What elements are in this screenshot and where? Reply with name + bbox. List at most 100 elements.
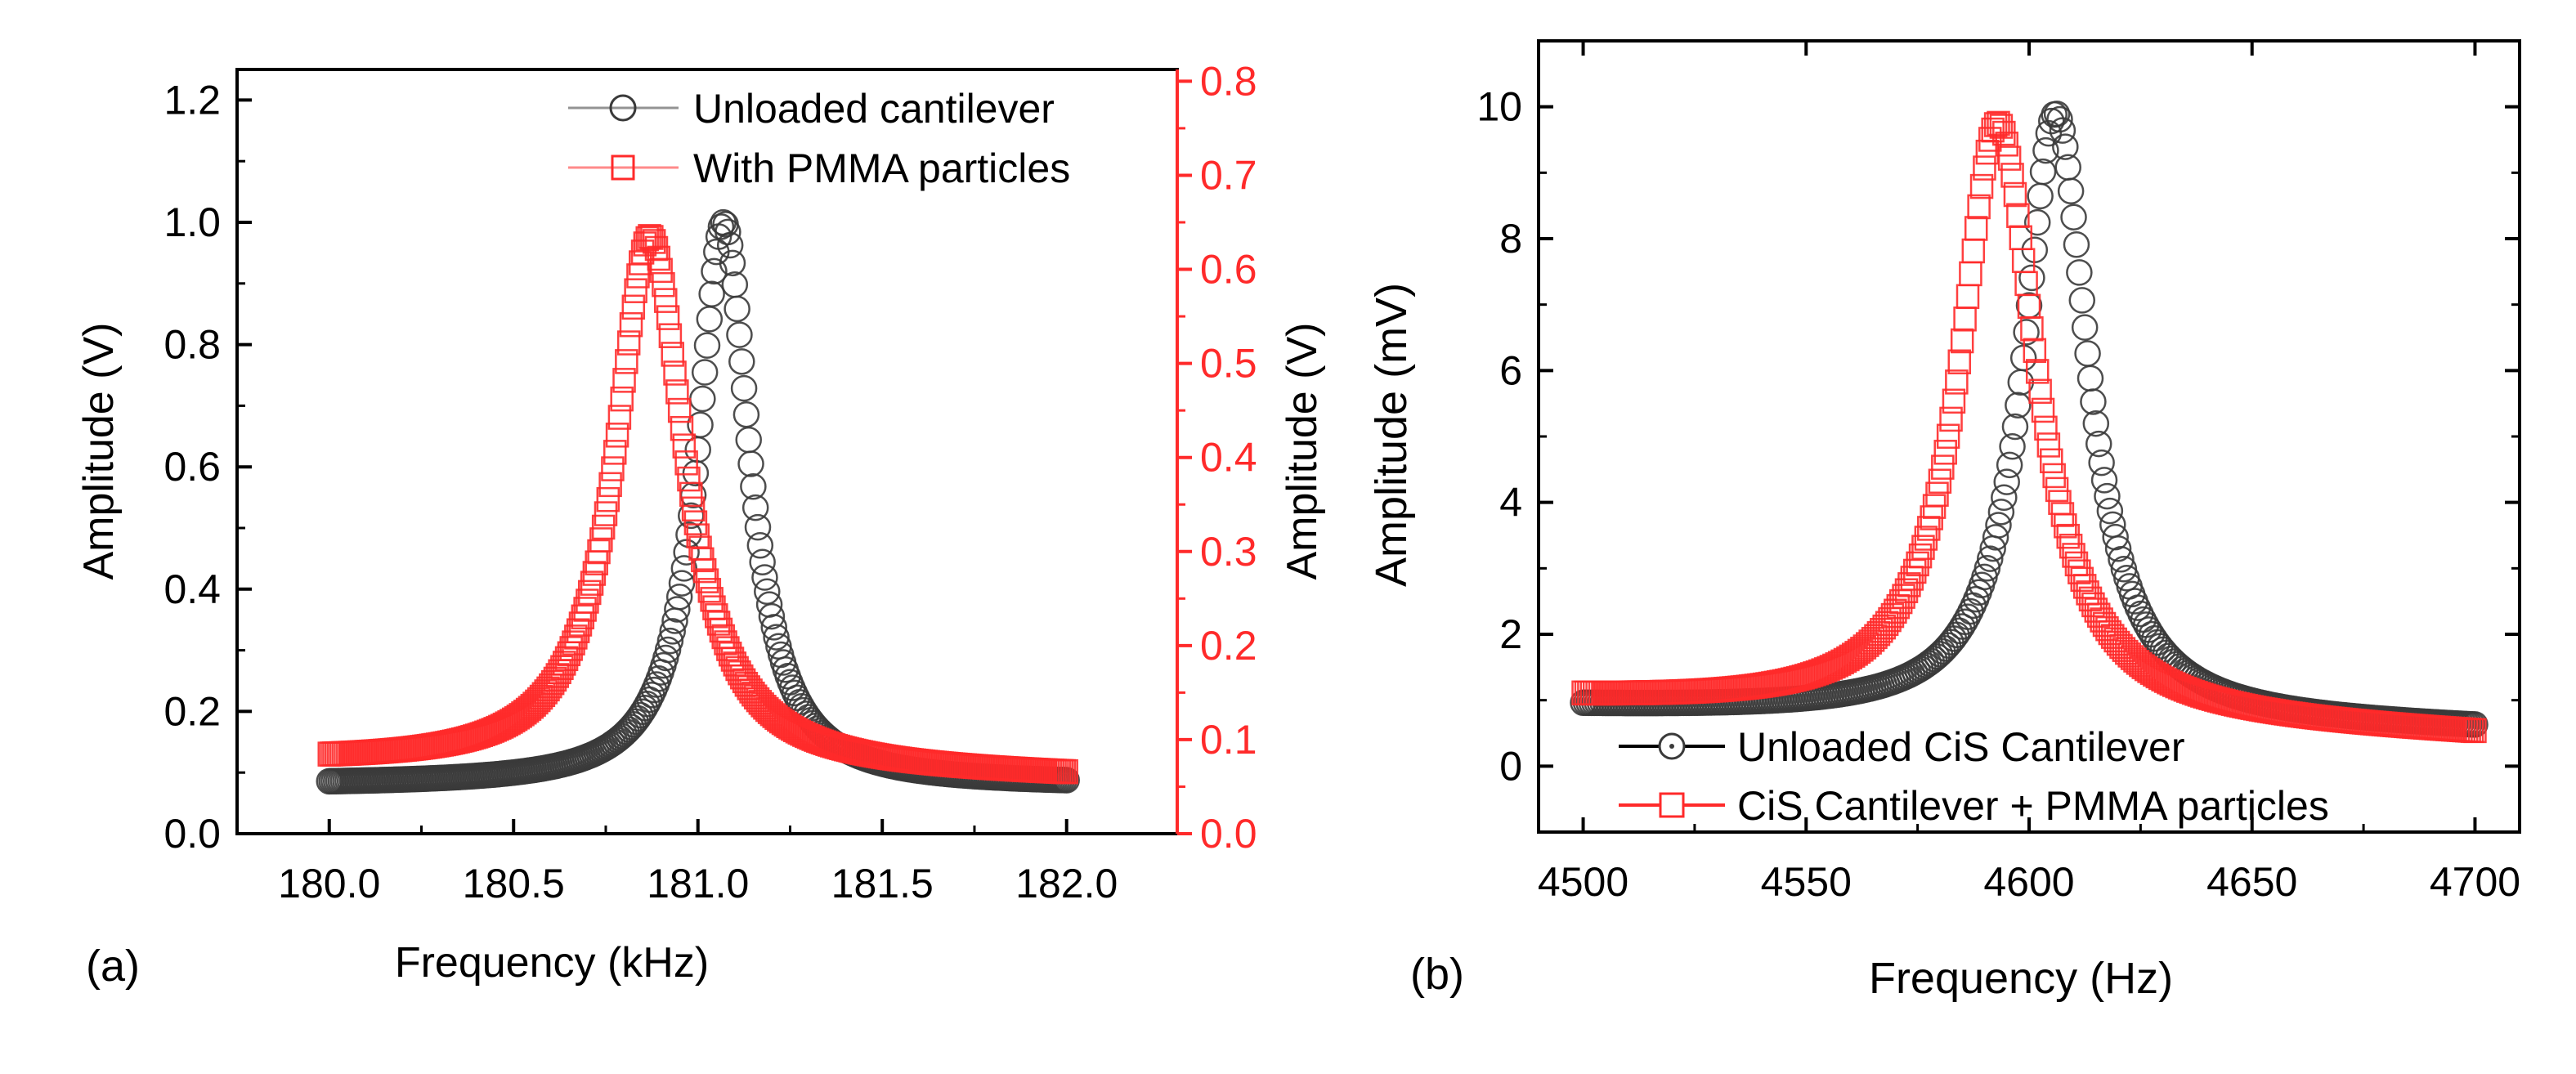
data-point bbox=[2088, 449, 2115, 477]
panel-a-legend-entry-2: With PMMA particles bbox=[568, 145, 1070, 191]
right-y-tick-label: 0.2 bbox=[1200, 623, 1257, 669]
data-point bbox=[741, 494, 769, 521]
data-point bbox=[2059, 533, 2083, 559]
data-point bbox=[601, 456, 625, 481]
data-point bbox=[2003, 181, 2027, 208]
data-point bbox=[1982, 524, 2009, 551]
panel-b-series-layer bbox=[1570, 101, 2489, 744]
data-point bbox=[2080, 388, 2107, 415]
data-point bbox=[1914, 526, 1938, 551]
series-cis-cantilever-pmma-particles bbox=[1571, 110, 2487, 744]
data-point bbox=[740, 472, 767, 500]
data-point bbox=[1973, 554, 2001, 582]
panel-a-series-layer bbox=[316, 208, 1080, 795]
data-point bbox=[656, 627, 684, 655]
data-point bbox=[2028, 378, 2052, 405]
data-point bbox=[1999, 433, 2026, 460]
data-point bbox=[707, 213, 735, 240]
x-tick-label: 4650 bbox=[2206, 859, 2297, 905]
y-tick-label: 0.0 bbox=[164, 811, 221, 857]
data-point bbox=[658, 323, 683, 348]
data-point bbox=[656, 305, 680, 330]
data-point bbox=[2046, 105, 2073, 133]
data-point bbox=[2108, 546, 2135, 573]
data-point bbox=[1925, 481, 1949, 507]
y-tick-label: 0 bbox=[1499, 743, 1522, 789]
data-point bbox=[1973, 155, 1996, 181]
data-point bbox=[652, 271, 675, 298]
data-point bbox=[1908, 543, 1933, 569]
data-point bbox=[571, 604, 595, 630]
y-tick-label: 0.4 bbox=[164, 566, 221, 612]
data-point bbox=[2049, 117, 2076, 144]
data-point bbox=[594, 501, 618, 526]
legend-circle-marker-icon bbox=[609, 94, 637, 122]
data-point bbox=[683, 510, 708, 535]
data-point bbox=[2063, 230, 2090, 258]
legend-square-marker-icon bbox=[611, 154, 635, 181]
data-point bbox=[1950, 328, 1974, 354]
data-point bbox=[564, 624, 588, 650]
data-point bbox=[591, 514, 616, 540]
data-point bbox=[701, 257, 728, 285]
data-point bbox=[624, 278, 647, 303]
data-point bbox=[580, 571, 604, 596]
data-point bbox=[649, 257, 673, 284]
data-point bbox=[1964, 216, 1988, 241]
data-point bbox=[2025, 359, 2050, 384]
data-point bbox=[668, 570, 696, 597]
data-point bbox=[2005, 392, 2032, 419]
data-point bbox=[1932, 635, 1959, 662]
data-point bbox=[2085, 430, 2112, 458]
data-point bbox=[605, 423, 629, 448]
data-point bbox=[659, 618, 686, 645]
data-point bbox=[706, 611, 731, 636]
right-y-tick-label: 0.4 bbox=[1200, 435, 1257, 481]
data-point bbox=[596, 486, 620, 512]
data-point bbox=[763, 624, 790, 651]
data-point bbox=[2013, 319, 2040, 346]
data-point bbox=[615, 349, 638, 374]
data-point bbox=[1939, 406, 1963, 432]
data-point bbox=[665, 379, 689, 405]
data-point bbox=[2023, 208, 2051, 236]
right-y-tick-label: 0.1 bbox=[1200, 717, 1257, 763]
y-tick-label: 0.6 bbox=[164, 444, 221, 490]
data-point bbox=[754, 578, 781, 606]
y-tick-label: 0.8 bbox=[164, 322, 221, 368]
data-point bbox=[1928, 468, 1952, 494]
data-point bbox=[715, 218, 741, 246]
data-point bbox=[552, 651, 576, 676]
data-point bbox=[758, 602, 786, 630]
data-point bbox=[737, 450, 764, 477]
x-tick-label: 4600 bbox=[1983, 859, 2074, 905]
data-point bbox=[726, 321, 753, 348]
data-point bbox=[724, 295, 750, 323]
x-tick-label: 182.0 bbox=[1015, 861, 1118, 906]
data-point bbox=[1906, 551, 1929, 577]
data-point bbox=[616, 330, 641, 356]
data-point bbox=[1987, 499, 2015, 526]
legend-label-unloaded-cis: Unloaded CiS Cantilever bbox=[1737, 724, 2185, 770]
legend-label-pmma: With PMMA particles bbox=[693, 145, 1070, 191]
data-point bbox=[642, 229, 666, 254]
data-point bbox=[1989, 114, 2014, 139]
data-point bbox=[744, 513, 772, 541]
data-point bbox=[573, 597, 597, 622]
data-point bbox=[719, 249, 746, 277]
x-tick-label: 4500 bbox=[1538, 859, 1628, 905]
legend-label-cis-pmma: CiS Cantilever + PMMA particles bbox=[1737, 783, 2329, 829]
panel-b-y-axis-label: Amplitude (mV) bbox=[1367, 283, 1416, 587]
data-point bbox=[2023, 338, 2047, 364]
data-point bbox=[1996, 451, 2023, 479]
data-point bbox=[1942, 388, 1966, 414]
data-point bbox=[2144, 629, 2171, 656]
data-point bbox=[672, 433, 697, 459]
data-point bbox=[692, 557, 717, 584]
data-point bbox=[2034, 415, 2058, 441]
data-point bbox=[2094, 482, 2121, 510]
data-point bbox=[1957, 597, 1984, 625]
data-point bbox=[550, 655, 574, 681]
data-point bbox=[654, 636, 682, 664]
